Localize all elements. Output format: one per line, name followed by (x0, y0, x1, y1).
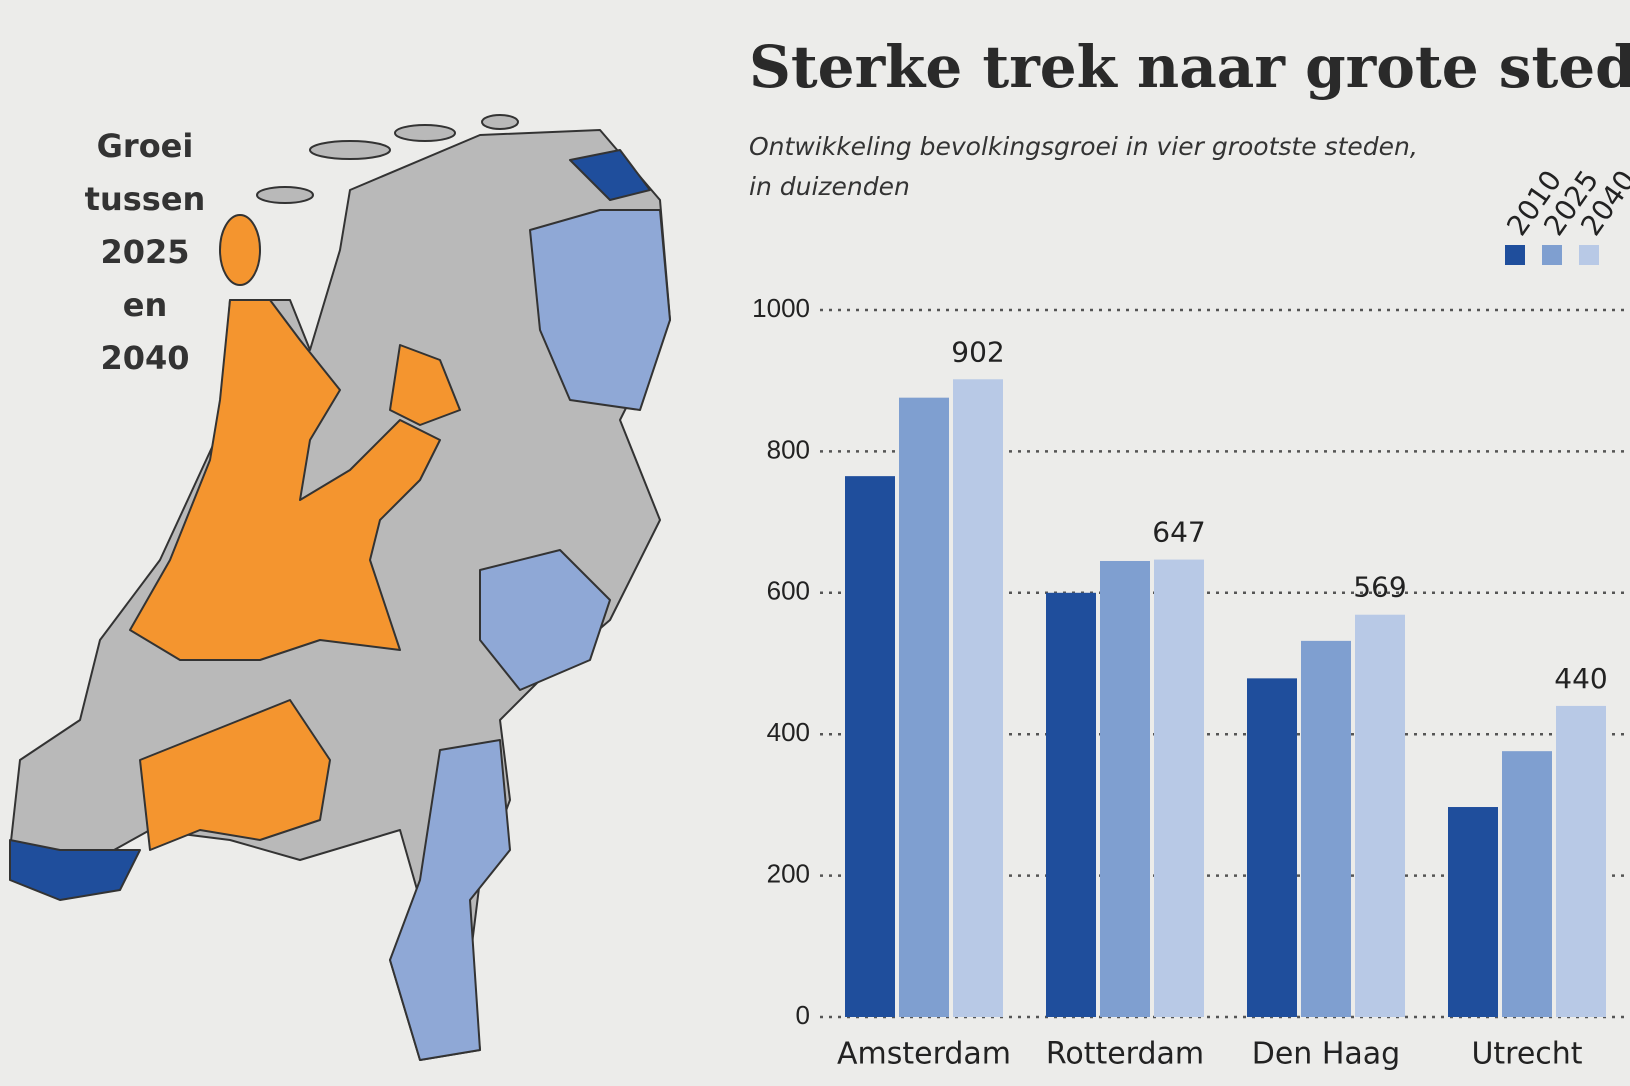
map-region-orange (129, 299, 441, 661)
map-region-dark (569, 149, 651, 201)
map-island (394, 124, 456, 142)
legend-swatch (1579, 245, 1599, 265)
y-tick-label: 400 (767, 717, 810, 747)
bar (899, 397, 949, 1018)
bar (845, 476, 895, 1017)
chart-title: Sterke trek naar grote steden (749, 33, 1630, 101)
value-label: 902 (951, 335, 1004, 368)
map-region-orange (139, 699, 331, 851)
map (9, 114, 671, 1061)
bar (1502, 751, 1552, 1017)
value-label: 440 (1554, 662, 1607, 695)
value-label: 647 (1152, 516, 1205, 549)
map-region-blue (479, 549, 611, 691)
map-island (256, 186, 314, 204)
bar (953, 379, 1003, 1017)
y-tick-label: 0 (796, 1000, 810, 1030)
map-label: tussen (85, 180, 206, 218)
y-tick-label: 1000 (752, 293, 810, 323)
y-tick-label: 800 (767, 434, 810, 464)
value-label: 569 (1353, 571, 1406, 604)
map-island (309, 140, 391, 160)
legend-swatch (1542, 245, 1562, 265)
bar (1154, 559, 1204, 1017)
map-region-blue (529, 209, 671, 411)
y-tick-label: 200 (767, 858, 810, 888)
map-label: 2025 (100, 233, 189, 271)
y-tick-label: 600 (767, 576, 810, 606)
legend-swatch (1505, 245, 1525, 265)
map-island (481, 114, 519, 130)
x-tick-label: Den Haag (1252, 1037, 1400, 1072)
x-tick-label: Utrecht (1471, 1037, 1582, 1072)
map-region-orange (389, 344, 461, 426)
bar (1301, 640, 1351, 1017)
map-region-blue (389, 739, 511, 1061)
bar (1046, 592, 1096, 1017)
map-label: en (123, 286, 167, 324)
bar (1100, 560, 1150, 1017)
bar (1556, 705, 1606, 1017)
chart-subtitle: in duizenden (749, 172, 910, 201)
map-label: 2040 (100, 339, 189, 377)
chart-subtitle: Ontwikkeling bevolkingsgroei in vier gro… (749, 132, 1418, 161)
x-tick-label: Amsterdam (837, 1037, 1011, 1072)
x-tick-label: Rotterdam (1046, 1037, 1204, 1072)
bar (1355, 614, 1405, 1017)
map-label: Groei (97, 127, 194, 165)
map-region-dark (9, 839, 141, 901)
bar (1247, 678, 1297, 1017)
bar (1448, 807, 1498, 1017)
map-island (219, 214, 261, 286)
